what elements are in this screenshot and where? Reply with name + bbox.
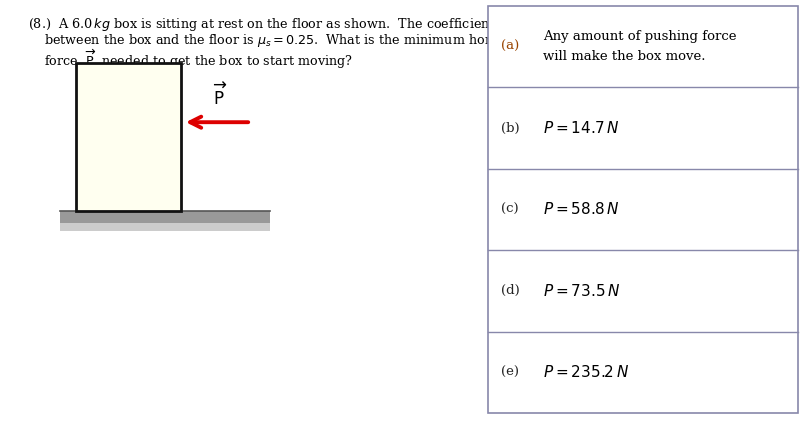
- Text: (b): (b): [501, 122, 519, 135]
- Text: (d): (d): [501, 285, 519, 297]
- Text: (8.)  A 6.0$\,kg$ box is sitting at rest on the floor as shown.  The coefficient: (8.) A 6.0$\,kg$ box is sitting at rest …: [28, 16, 603, 33]
- Text: $P = 73.5\,N$: $P = 73.5\,N$: [543, 283, 621, 299]
- Bar: [76, 63, 181, 211]
- Text: (c): (c): [501, 203, 519, 216]
- Bar: [488, 6, 798, 413]
- Text: will make the box move.: will make the box move.: [543, 50, 705, 63]
- Text: $\overrightarrow{\mathrm{P}}$: $\overrightarrow{\mathrm{P}}$: [213, 83, 227, 109]
- Text: force, $\overrightarrow{\mathrm{P}}$, needed to get the box to start moving?: force, $\overrightarrow{\mathrm{P}}$, ne…: [44, 48, 353, 71]
- Text: $P = 235.2\,N$: $P = 235.2\,N$: [543, 364, 629, 380]
- Text: $P = 58.8\,N$: $P = 58.8\,N$: [543, 202, 620, 218]
- Bar: [60, 211, 270, 223]
- Text: between the box and the floor is $\mu_s = 0.25$.  What is the minimum horizontal: between the box and the floor is $\mu_s …: [44, 32, 591, 49]
- Bar: [60, 223, 270, 231]
- Text: (a): (a): [501, 40, 519, 53]
- Text: $P = 14.7\,N$: $P = 14.7\,N$: [543, 120, 619, 136]
- Text: (e): (e): [501, 366, 519, 379]
- Text: Any amount of pushing force: Any amount of pushing force: [543, 30, 737, 43]
